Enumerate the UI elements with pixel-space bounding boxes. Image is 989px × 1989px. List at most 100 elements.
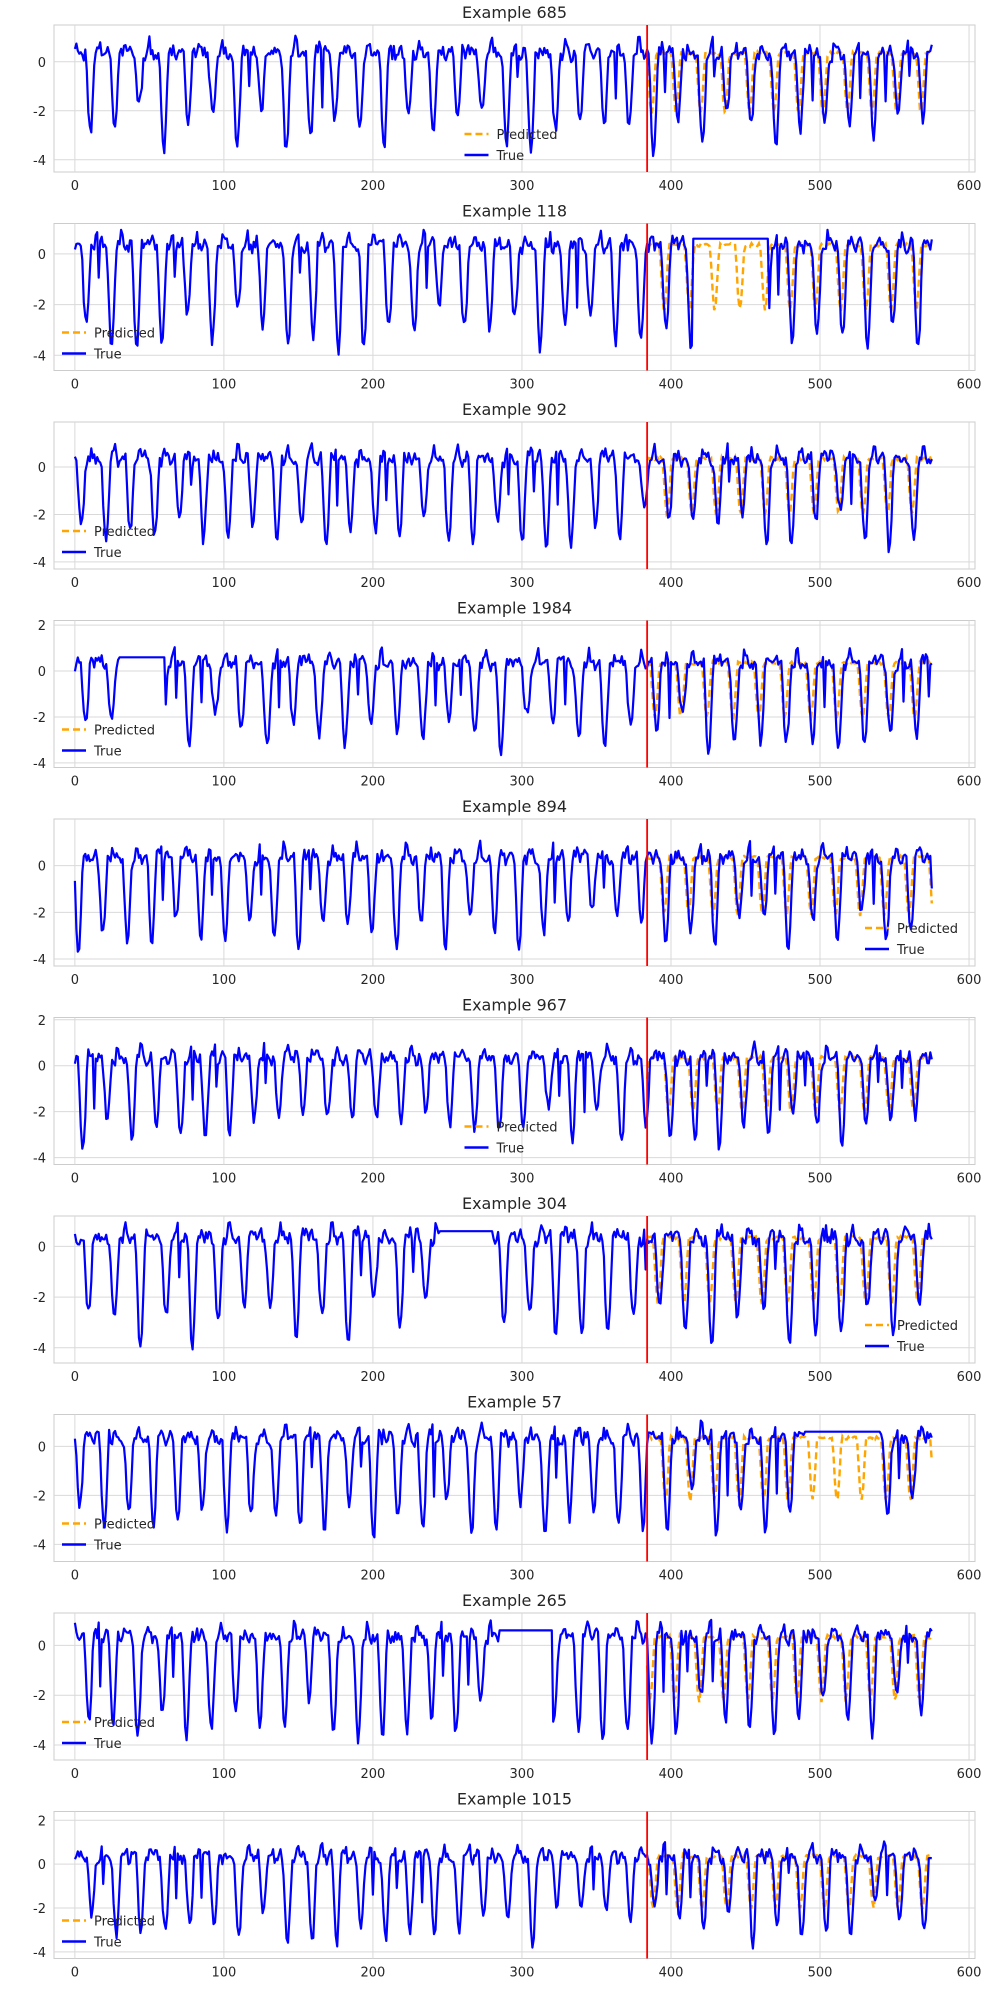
y-tick-label: -2 [33,1689,46,1704]
x-tick-label: 600 [957,973,982,988]
legend-true-label: True [496,1142,525,1157]
x-tick-label: 200 [361,378,386,393]
x-tick-label: 300 [510,576,535,591]
subplot-title: Example 304 [462,1194,567,1213]
true-series-line [73,442,933,554]
x-tick-label: 400 [659,775,684,790]
x-tick-label: 500 [808,378,833,393]
legend-predicted-label: Predicted [897,922,958,937]
x-tick-label: 0 [71,775,79,790]
x-tick-label: 600 [957,576,982,591]
y-tick-label: -4 [33,953,46,968]
y-tick-label: 0 [38,1858,46,1873]
predicted-series-line [646,1232,933,1307]
x-tick-label: 500 [808,179,833,194]
true-series-line [73,1040,933,1151]
x-tick-label: 200 [361,1172,386,1187]
x-tick-label: 100 [211,1370,236,1385]
legend-predicted-label: Predicted [94,724,155,739]
legend-predicted-label: Predicted [94,1518,155,1533]
plot-area [53,818,976,967]
y-tick-label: 0 [38,1240,46,1255]
legend: Predicted True [62,1716,155,1752]
legend-predicted-label: Predicted [497,128,558,143]
x-tick-label: 400 [659,378,684,393]
x-tick-label: 200 [361,1767,386,1782]
legend-predicted-label: Predicted [94,525,155,540]
x-tick-label: 500 [808,1569,833,1584]
true-series-line [73,839,933,953]
y-tick-label: -2 [33,1106,46,1121]
subplot-1: 0 100 200 300 400 500 600 0 -2 -4 Example 685 Predi… [33,3,981,194]
true-series-line [73,1840,932,1950]
y-tick-label: -4 [33,154,46,169]
true-series-line [73,646,933,757]
x-tick-label: 100 [211,973,236,988]
legend-true-label: True [896,943,925,958]
x-tick-label: 600 [957,1370,982,1385]
legend: Predicted True [865,1319,958,1355]
x-tick-label: 0 [71,1569,79,1584]
legend-true-label: True [93,1737,122,1752]
x-tick-label: 200 [361,1370,386,1385]
subplot-title: Example 57 [467,1393,562,1412]
subplot-7: 0 100 200 300 400 500 600 0 -2 -4 Example 304 Predi… [33,1194,981,1385]
x-tick-label: 500 [808,973,833,988]
x-tick-label: 600 [957,1767,982,1782]
legend: Predicted True [62,1915,155,1951]
x-tick-label: 100 [211,1172,236,1187]
legend: Predicted True [62,724,155,760]
x-tick-label: 200 [361,775,386,790]
x-tick-label: 0 [71,1370,79,1385]
x-tick-label: 0 [71,576,79,591]
x-tick-label: 600 [957,1569,982,1584]
x-tick-label: 200 [361,1569,386,1584]
y-tick-label: -4 [33,1342,46,1357]
subplot-title: Example 894 [462,797,567,816]
x-tick-label: 500 [808,1767,833,1782]
plot-area [53,620,976,768]
legend-predicted-label: Predicted [94,327,155,342]
x-tick-label: 0 [71,973,79,988]
x-tick-label: 300 [510,973,535,988]
x-tick-label: 300 [510,1767,535,1782]
y-tick-label: -2 [33,1489,46,1504]
x-tick-label: 600 [957,775,982,790]
legend-true-label: True [496,149,525,164]
subplot-title: Example 118 [462,202,567,221]
y-tick-label: -2 [33,299,46,314]
y-tick-label: 0 [38,248,46,263]
y-tick-label: -4 [33,1152,46,1167]
x-tick-label: 200 [361,1966,386,1981]
y-tick-label: 0 [38,1060,46,1075]
x-tick-label: 500 [808,1172,833,1187]
y-tick-label: 2 [38,619,46,634]
y-tick-label: 0 [38,665,46,680]
x-tick-label: 300 [510,1569,535,1584]
y-tick-label: -2 [33,906,46,921]
x-tick-label: 500 [808,576,833,591]
x-tick-label: 500 [808,1370,833,1385]
legend-predicted-label: Predicted [497,1121,558,1136]
x-tick-label: 400 [659,973,684,988]
x-tick-label: 100 [211,1767,236,1782]
y-tick-label: -2 [33,105,46,120]
x-tick-label: 100 [211,1966,236,1981]
x-tick-label: 100 [211,179,236,194]
legend-true-label: True [93,1539,122,1554]
y-tick-label: -4 [33,1946,46,1961]
true-series-line [73,1419,933,1539]
legend-predicted-label: Predicted [94,1716,155,1731]
subplot-8: 0 100 200 300 400 500 600 0 -2 -4 Example 57 Predic… [33,1393,981,1584]
legend: Predicted True [865,922,958,958]
subplot-9: 0 100 200 300 400 500 600 0 -2 -4 Example 265 Predi… [33,1591,981,1782]
legend: Predicted True [62,327,155,363]
subplot-6: 0 100 200 300 400 500 600 2 0 -2 -4 Example 967 Pred… [33,996,981,1187]
legend: Predicted True [464,128,558,164]
subplot-5: 0 100 200 300 400 500 600 0 -2 -4 Example 894 Predi… [33,797,981,988]
y-tick-label: 2 [38,1814,46,1829]
true-series-line [73,1221,933,1351]
x-tick-label: 500 [808,775,833,790]
y-tick-label: 2 [38,1014,46,1029]
